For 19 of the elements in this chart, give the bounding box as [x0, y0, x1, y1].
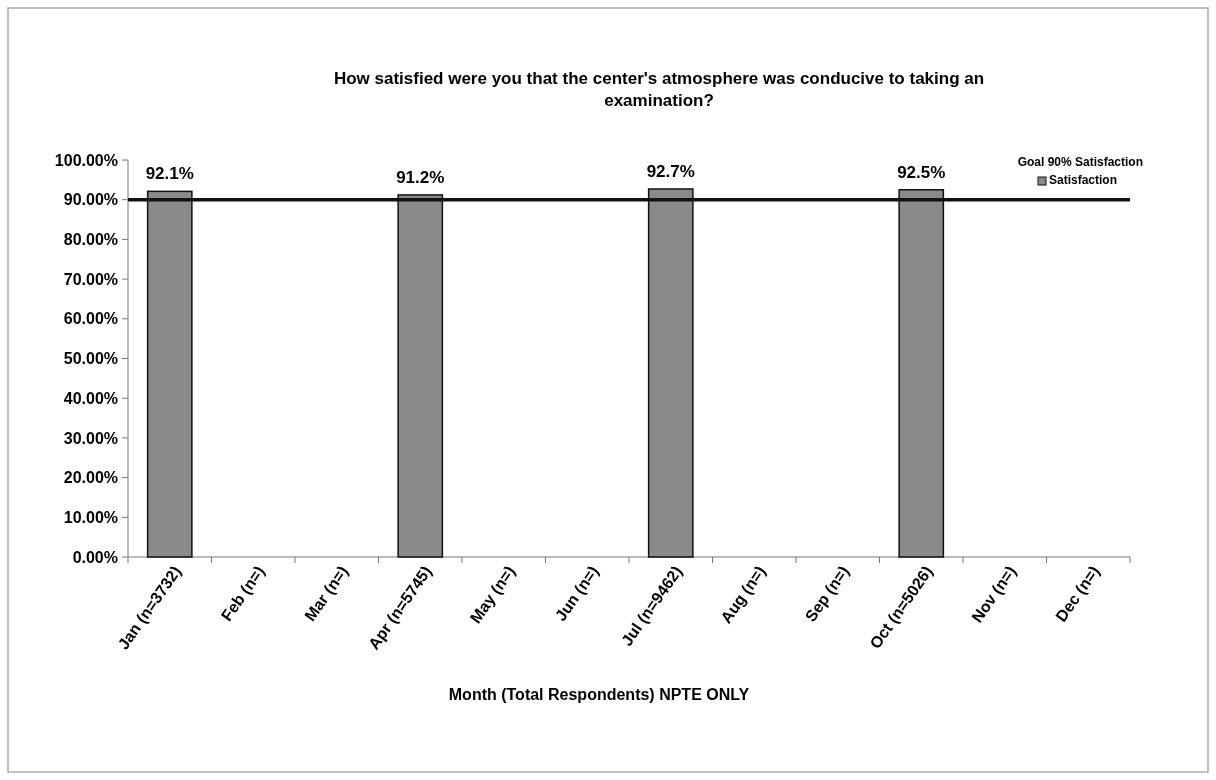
chart-title: How satisfied were you that the center's atmosphere was conducive to taking an examination?	[333, 69, 985, 110]
y-tick-label: 10.00%	[63, 508, 118, 526]
y-tick-label: 90.00%	[63, 191, 118, 209]
y-tick-label: 20.00%	[63, 469, 118, 487]
y-tick-label: 50.00%	[63, 350, 118, 368]
legend-label: Satisfaction	[1049, 172, 1118, 187]
data-label: 92.5%	[897, 162, 946, 182]
y-tick-label: 100.00%	[54, 151, 118, 169]
x-axis-title: Month (Total Respondents) NPTE ONLY	[448, 686, 750, 703]
y-tick-label: 30.00%	[63, 429, 118, 447]
y-tick-label: 0.00%	[72, 548, 118, 566]
data-label: 91.2%	[396, 167, 445, 187]
ref-line-label: Goal 90% Satisfaction	[1017, 154, 1143, 169]
data-label: 92.1%	[145, 164, 194, 184]
data-label: 92.7%	[646, 161, 695, 181]
y-tick-label: 60.00%	[63, 310, 118, 328]
y-tick-label: 70.00%	[63, 270, 118, 288]
y-tick-label: 80.00%	[63, 231, 118, 248]
y-tick-label: 40.00%	[63, 389, 118, 407]
